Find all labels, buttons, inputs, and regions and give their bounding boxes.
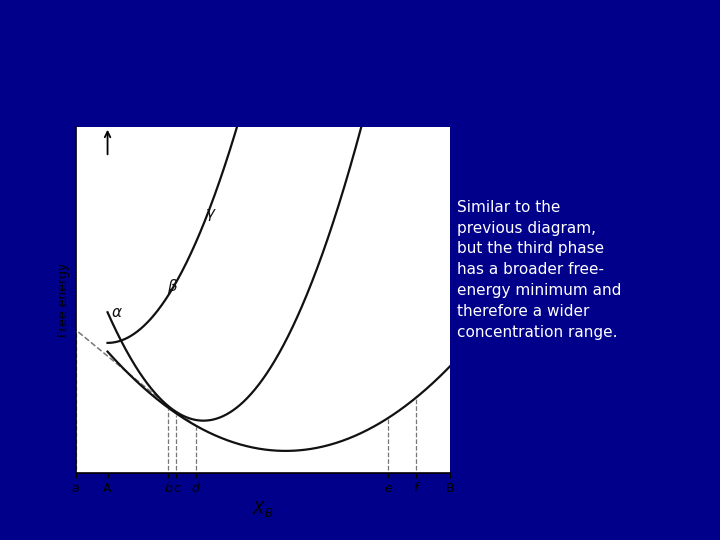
Y-axis label: Free energy: Free energy — [57, 262, 70, 337]
Text: $\gamma$: $\gamma$ — [205, 207, 217, 222]
Text: $\beta$: $\beta$ — [168, 277, 179, 296]
Text: $\alpha$: $\alpha$ — [111, 305, 123, 320]
Text: Similar to the
previous diagram,
but the third phase
has a broader free-
energy : Similar to the previous diagram, but the… — [457, 199, 621, 341]
X-axis label: $X_{B}$: $X_{B}$ — [252, 500, 274, 519]
